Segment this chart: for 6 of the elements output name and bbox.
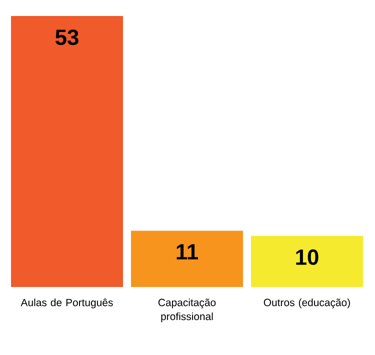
data-label: 11 (176, 244, 198, 260)
data-label: 53 (55, 30, 78, 46)
x-tick-label: Outros (educação) (264, 298, 350, 308)
data-label: 10 (296, 249, 318, 265)
x-tick-label: Capacitação profissional (158, 298, 216, 322)
x-tick-label: Aulas de Português (20, 298, 113, 308)
